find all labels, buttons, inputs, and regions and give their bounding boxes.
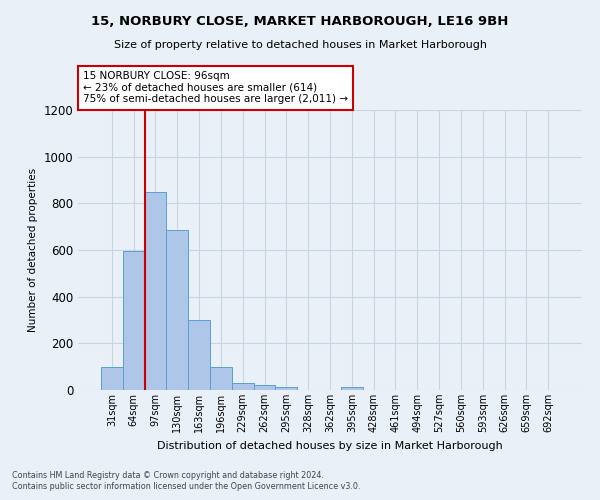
Bar <box>188 320 210 390</box>
X-axis label: Distribution of detached houses by size in Market Harborough: Distribution of detached houses by size … <box>157 440 503 450</box>
Bar <box>166 230 188 390</box>
Bar <box>341 387 363 390</box>
Bar <box>123 251 145 390</box>
Bar <box>210 366 232 390</box>
Bar <box>254 385 275 390</box>
Text: 15, NORBURY CLOSE, MARKET HARBOROUGH, LE16 9BH: 15, NORBURY CLOSE, MARKET HARBOROUGH, LE… <box>91 15 509 28</box>
Text: 15 NORBURY CLOSE: 96sqm
← 23% of detached houses are smaller (614)
75% of semi-d: 15 NORBURY CLOSE: 96sqm ← 23% of detache… <box>83 71 348 104</box>
Y-axis label: Number of detached properties: Number of detached properties <box>28 168 38 332</box>
Text: Contains public sector information licensed under the Open Government Licence v3: Contains public sector information licen… <box>12 482 361 491</box>
Bar <box>275 387 297 390</box>
Bar <box>232 382 254 390</box>
Bar <box>145 192 166 390</box>
Bar <box>101 366 123 390</box>
Text: Size of property relative to detached houses in Market Harborough: Size of property relative to detached ho… <box>113 40 487 50</box>
Text: Contains HM Land Registry data © Crown copyright and database right 2024.: Contains HM Land Registry data © Crown c… <box>12 470 324 480</box>
